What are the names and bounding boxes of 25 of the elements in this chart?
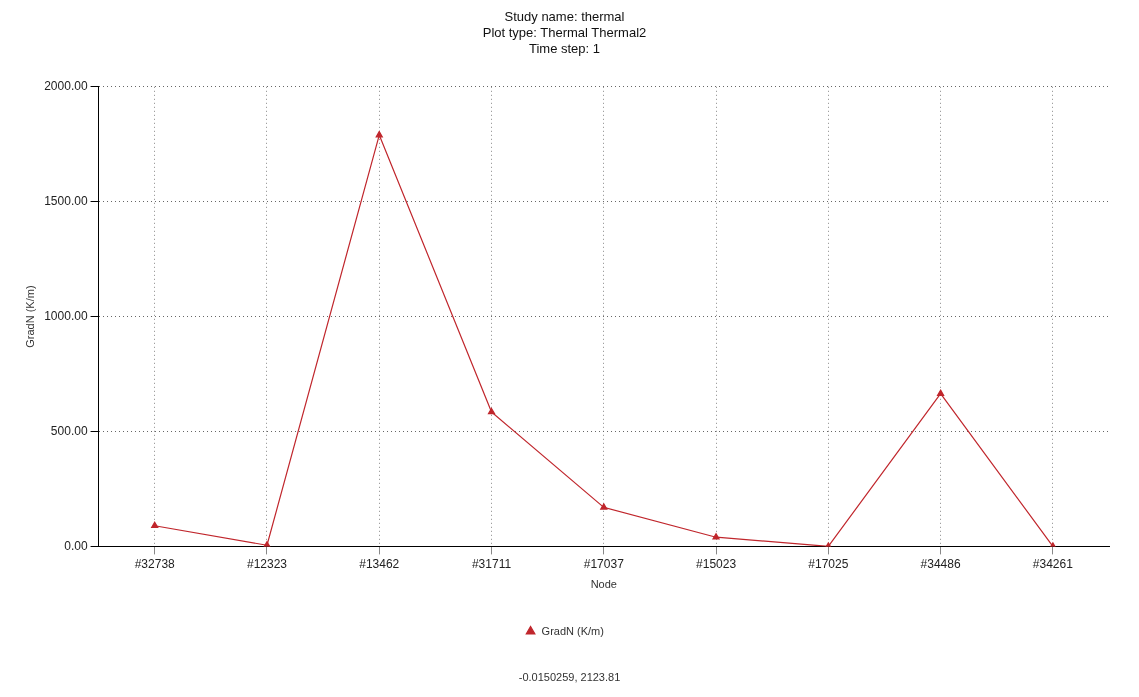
x-tick-label: #34486 [920, 556, 961, 571]
chart-title: Study name: thermal Plot type: Thermal Thermal2 Time step: 1 [482, 9, 647, 56]
point [712, 533, 720, 540]
y-tick-label: 500.00 [50, 423, 88, 438]
x-tick-label: #32738 [134, 556, 176, 571]
x-tick-label: #34261 [1032, 556, 1074, 571]
point [936, 389, 945, 396]
text: -0.0150259, 2123.81 [518, 670, 621, 683]
x-tick-label: #31711 [471, 556, 512, 571]
point [375, 130, 383, 138]
x-tick-label: #17037 [583, 556, 625, 571]
x-tick-label: #17025 [808, 556, 849, 571]
point [151, 521, 159, 529]
y-tick-label: 1000.00 [44, 308, 88, 323]
legend-label: GradN (K/m) [541, 624, 604, 637]
x-axis-title: Node [590, 578, 617, 591]
point [487, 407, 496, 415]
y-axis-title: GradN (K/m) [23, 285, 36, 348]
y-tick-label: 2000.00 [44, 79, 88, 94]
y-tick-label: 0.00 [64, 538, 88, 553]
point [600, 503, 608, 510]
x-tick-label: #15023 [696, 556, 737, 571]
y-tick-label: 1500.00 [44, 194, 88, 209]
x-tick-label: #12323 [246, 556, 288, 571]
x-tick-label: #13462 [359, 556, 400, 571]
